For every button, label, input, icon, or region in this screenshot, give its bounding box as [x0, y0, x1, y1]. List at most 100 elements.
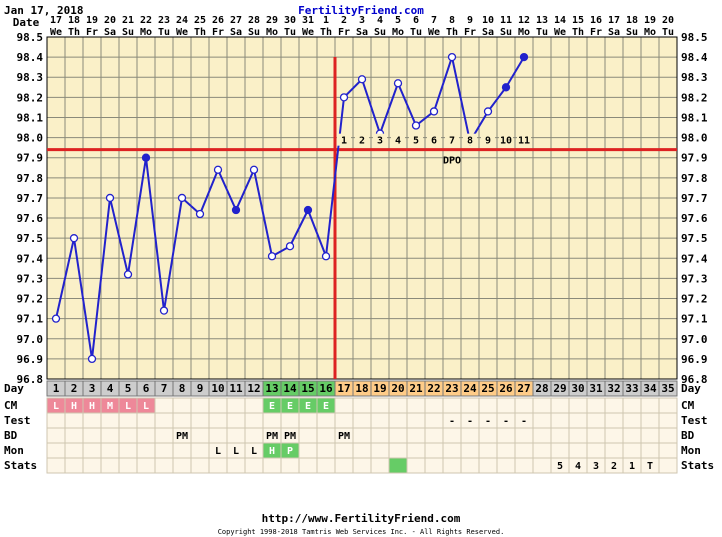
row-cell-value: E: [323, 401, 329, 412]
row-cell: [622, 397, 642, 414]
row-label-cm: CM: [4, 399, 18, 412]
temperature-point: [285, 242, 295, 251]
row-cell: [154, 397, 174, 414]
y-tick-label-left: 98.5: [17, 31, 44, 44]
cycle-day-number: 12: [247, 382, 260, 395]
dpo-label-bg: [481, 133, 495, 146]
row-cell: [442, 427, 462, 444]
row-cell: [118, 412, 138, 429]
temperature-point: [501, 83, 511, 92]
row-cell: [154, 442, 174, 459]
cycle-day-number: 25: [481, 382, 494, 395]
row-cell: [280, 412, 300, 429]
weekday-label: Su: [374, 27, 386, 38]
y-tick-label-right: 98.2: [681, 91, 708, 104]
row-cell: [352, 457, 372, 474]
row-cell-value: -: [503, 416, 509, 427]
date-label: 31: [302, 15, 314, 26]
row-cell: [82, 412, 102, 429]
weekday-label: Tu: [158, 27, 170, 38]
weekday-label: Mo: [266, 27, 278, 38]
row-cell: [100, 457, 120, 474]
row-cell: [226, 412, 246, 429]
cycle-day-number: 17: [337, 382, 350, 395]
cycle-day-label: Day: [4, 382, 24, 395]
row-cell: [604, 412, 624, 429]
row-cell-value: -: [485, 416, 491, 427]
row-cell: [496, 427, 516, 444]
date-label: 20: [662, 15, 674, 26]
cycle-day-number: 14: [283, 382, 297, 395]
row-cell: [136, 412, 156, 429]
temperature-point: [393, 79, 403, 88]
weekday-label: Th: [68, 27, 80, 38]
date-label: 24: [176, 15, 188, 26]
temperature-series: 1 2 3 4 5 6 7 8 9 10 11 DPO: [47, 52, 677, 379]
row-cell: [388, 457, 408, 474]
footer-url[interactable]: http://www.FertilityFriend.com: [262, 512, 461, 525]
row-cell-value: L: [251, 446, 257, 457]
cycle-day-number: 3: [89, 382, 96, 395]
weekday-label: Mo: [518, 27, 530, 38]
cycle-day-number: 1: [53, 382, 60, 395]
temperature-point: [249, 165, 259, 174]
cycle-day-number: 2: [71, 382, 78, 395]
y-tick-label-right: 97.7: [681, 192, 708, 205]
row-cell: [586, 412, 606, 429]
y-tick-label-right: 97.6: [681, 212, 708, 225]
cycle-day-number: 11: [229, 382, 243, 395]
y-tick-label-left: 97.7: [17, 192, 44, 205]
dpo-label-bg: [499, 133, 513, 146]
row-cell-value: 1: [629, 461, 635, 472]
cycle-day-number: 20: [391, 382, 404, 395]
row-cell: [334, 442, 354, 459]
row-cell: [208, 397, 228, 414]
y-tick-label-left: 98.2: [17, 91, 44, 104]
weekday-label: Fr: [338, 27, 350, 38]
row-cell: [370, 427, 390, 444]
date-label: 27: [230, 15, 242, 26]
row-label-right-cm: CM: [681, 399, 695, 412]
row-cell: [658, 427, 678, 444]
site-link[interactable]: FertilityFriend.com: [298, 4, 424, 17]
row-cell: [100, 427, 120, 444]
date-label: 12: [518, 15, 530, 26]
row-cell: [424, 442, 444, 459]
temperature-point: [339, 93, 349, 102]
row-cell-value: PM: [284, 431, 296, 442]
row-cell: [568, 397, 588, 414]
temperature-point: [159, 306, 169, 315]
row-cell: [154, 457, 174, 474]
dpo-label-bg: [427, 133, 441, 146]
row-cell: [388, 427, 408, 444]
cycle-day-number: 35: [661, 382, 674, 395]
cycle-day-number: 10: [211, 382, 224, 395]
row-cell: [172, 442, 192, 459]
date-label: 28: [248, 15, 260, 26]
dpo-number: 2: [359, 136, 365, 147]
row-cell: [424, 412, 444, 429]
date-label: 4: [377, 15, 383, 26]
temperature-point: [213, 165, 223, 174]
row-cell: [100, 442, 120, 459]
date-label: 19: [86, 15, 98, 26]
row-cell: [532, 457, 552, 474]
y-tick-label-right: 97.0: [681, 333, 708, 346]
y-tick-label-left: 97.6: [17, 212, 44, 225]
row-cell: [334, 397, 354, 414]
row-cell: [352, 397, 372, 414]
row-cell: [208, 412, 228, 429]
weekday-label: Mo: [644, 27, 656, 38]
dpo-label-bg: [355, 133, 369, 146]
y-tick-label-left: 97.3: [17, 272, 44, 285]
row-cell: [370, 457, 390, 474]
row-cell: [298, 427, 318, 444]
date-label: 17: [608, 15, 620, 26]
row-cell: [172, 457, 192, 474]
row-cell: [460, 397, 480, 414]
cycle-day-number: 6: [143, 382, 150, 395]
row-cell: [550, 412, 570, 429]
y-tick-label-left: 97.9: [17, 152, 44, 165]
row-cell: [406, 457, 426, 474]
temperature-point: [483, 107, 493, 116]
